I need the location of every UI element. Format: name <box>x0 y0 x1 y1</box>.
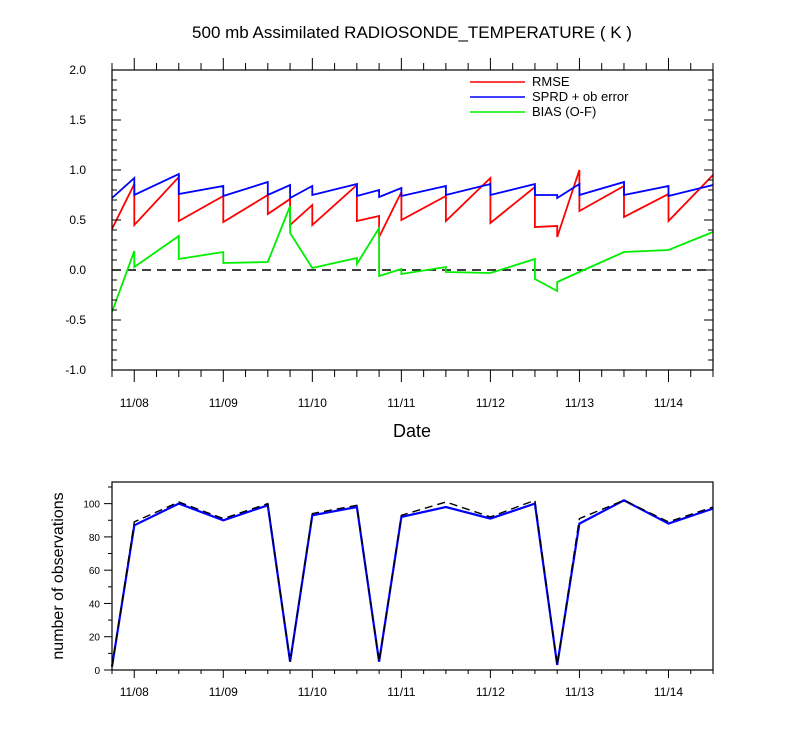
obs-x-tick-label: 11/11 <box>387 685 416 699</box>
y-tick-label: -1.0 <box>65 363 86 377</box>
series-line-sprd <box>111 172 714 200</box>
y-axis-title: number of observations <box>50 492 67 659</box>
bottom-xticks-labels: 11/08 11/09 11/10 11/11 11/12 11/13 11/14 <box>120 685 684 699</box>
series-line-rmse <box>111 169 714 238</box>
obs-x-tick-label: 11/10 <box>298 685 327 699</box>
x-axis-title: Date <box>393 421 431 441</box>
bottom-plot-frame <box>111 481 714 671</box>
top-plot-frame <box>111 69 714 371</box>
obs-line-assimilated <box>111 499 714 667</box>
top-xticks-labels: 11/08 11/09 11/10 11/11 11/12 11/13 11/14 <box>120 396 684 410</box>
obs-y-tick-label: 20 <box>89 633 101 644</box>
obs-x-tick-label: 11/12 <box>476 685 505 699</box>
x-tick-label: 11/14 <box>654 396 683 410</box>
top-panel: 500 mb Assimilated RADIOSONDE_TEMPERATUR… <box>65 23 714 441</box>
obs-x-tick-label: 11/14 <box>654 685 683 699</box>
obs-y-tick-label: 100 <box>83 500 100 511</box>
legend-bias-label: BIAS (O-F) <box>532 104 596 119</box>
obs-y-tick-label: 40 <box>89 599 101 610</box>
legend-rmse-label: RMSE <box>532 74 570 89</box>
x-tick-label: 11/13 <box>565 396 594 410</box>
x-tick-label: 11/09 <box>209 396 238 410</box>
obs-x-tick-label: 11/13 <box>565 685 594 699</box>
obs-y-tick-label: 80 <box>89 533 101 544</box>
y-tick-label: 1.0 <box>69 163 86 177</box>
top-yticks-labels: -1.0 -0.5 0.0 0.5 1.0 1.5 2.0 <box>65 63 86 377</box>
x-tick-label: 11/12 <box>476 396 505 410</box>
y-tick-label: 2.0 <box>69 63 86 77</box>
obs-y-tick-label: 0 <box>94 666 100 677</box>
bottom-yticks-labels: 0 20 40 60 80 100 <box>83 500 100 677</box>
y-tick-label: 1.5 <box>69 113 86 127</box>
x-tick-label: 11/08 <box>120 396 149 410</box>
obs-x-tick-label: 11/09 <box>209 685 238 699</box>
series-line-bias <box>111 205 714 313</box>
y-tick-label: -0.5 <box>65 313 86 327</box>
legend: RMSE SPRD + ob error BIAS (O-F) <box>470 74 629 119</box>
obs-line-total <box>110 499 714 667</box>
x-tick-label: 11/10 <box>298 396 327 410</box>
y-tick-label: 0.5 <box>69 213 86 227</box>
obs-y-tick-label: 60 <box>89 566 101 577</box>
chart-title: 500 mb Assimilated RADIOSONDE_TEMPERATUR… <box>192 23 632 42</box>
legend-sprd-label: SPRD + ob error <box>532 89 629 104</box>
x-tick-label: 11/11 <box>387 396 416 410</box>
y-tick-label: 0.0 <box>69 263 86 277</box>
obs-x-tick-label: 11/08 <box>120 685 149 699</box>
